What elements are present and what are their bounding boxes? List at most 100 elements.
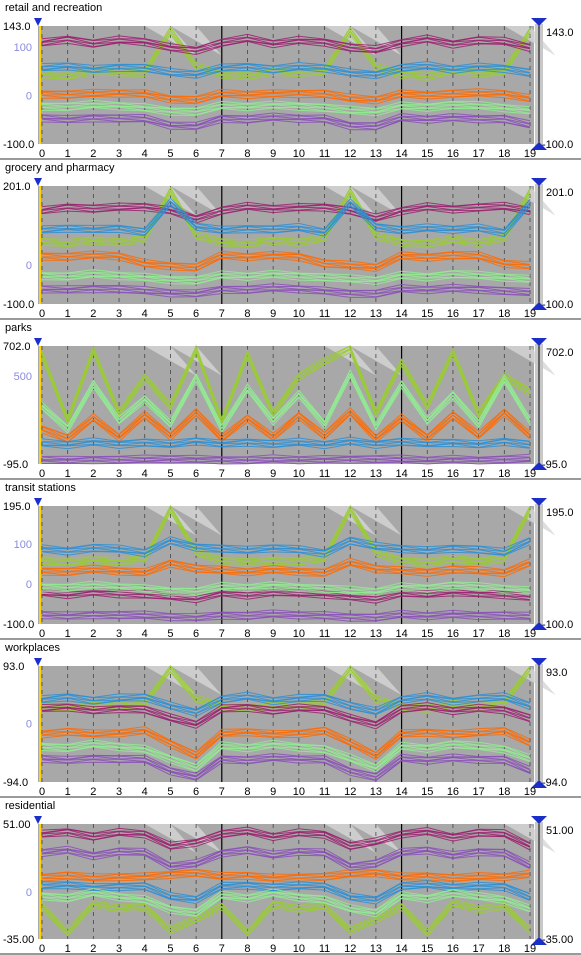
x-tick-label: 9 bbox=[270, 148, 276, 160]
x-tick-label: 7 bbox=[219, 468, 225, 480]
x-tick-label: 6 bbox=[193, 786, 199, 798]
range-top-handle bbox=[531, 498, 547, 506]
x-tick-label: 3 bbox=[116, 308, 122, 320]
x-tick-label: 1 bbox=[65, 468, 71, 480]
series-line bbox=[41, 440, 531, 447]
x-tick-label: 11 bbox=[319, 943, 330, 955]
series-line bbox=[41, 726, 531, 753]
x-tick-label: 16 bbox=[447, 786, 459, 798]
series-line bbox=[41, 438, 531, 446]
x-tick-label: 9 bbox=[270, 943, 276, 955]
x-tick-label: 3 bbox=[116, 786, 122, 798]
chart-title: transit stations bbox=[5, 482, 76, 494]
x-tick-label: 13 bbox=[370, 628, 382, 640]
x-tick-label: 0 bbox=[39, 786, 45, 798]
series-line bbox=[41, 63, 531, 76]
range-band bbox=[170, 506, 222, 536]
series-line bbox=[41, 33, 531, 48]
range-band bbox=[170, 824, 222, 853]
series-line bbox=[41, 93, 531, 104]
range-top-handle bbox=[531, 338, 547, 346]
range-band bbox=[324, 346, 376, 376]
range-max-label: 51.00 bbox=[546, 825, 574, 837]
x-tick-label: 15 bbox=[421, 786, 433, 798]
x-tick-label: 14 bbox=[395, 308, 407, 320]
series-line bbox=[41, 873, 531, 882]
x-tick-label: 19 bbox=[524, 943, 536, 955]
y-tick-label: -100.0 bbox=[3, 619, 34, 631]
range-band bbox=[170, 346, 222, 376]
x-tick-label: 1 bbox=[65, 786, 71, 798]
x-tick-label: 11 bbox=[319, 148, 330, 160]
series-line bbox=[41, 755, 531, 777]
series-line bbox=[41, 693, 531, 711]
series-line bbox=[41, 88, 531, 98]
x-tick-label: 15 bbox=[421, 308, 433, 320]
x-tick-label: 15 bbox=[421, 943, 433, 955]
series-line bbox=[41, 898, 531, 931]
range-min-label: -95.0 bbox=[542, 459, 567, 471]
chart-panel-1: grocery and pharmacy 201.0 0 -100.0 201.0 -1… bbox=[0, 160, 581, 320]
series-line bbox=[41, 200, 531, 233]
x-tick-label: 10 bbox=[293, 468, 305, 480]
x-tick-label: 17 bbox=[473, 628, 485, 640]
x-tick-label: 18 bbox=[498, 148, 510, 160]
series-line bbox=[41, 186, 531, 241]
x-tick-label: 6 bbox=[193, 468, 199, 480]
series-line bbox=[41, 283, 531, 291]
series-line bbox=[41, 745, 531, 772]
x-tick-label: 10 bbox=[293, 308, 305, 320]
x-tick-label: 8 bbox=[244, 628, 250, 640]
x-tick-label: 10 bbox=[293, 943, 305, 955]
series-line bbox=[41, 66, 531, 76]
x-tick-label: 4 bbox=[142, 468, 148, 480]
series-line bbox=[41, 106, 531, 116]
x-tick-label: 4 bbox=[142, 628, 148, 640]
y-tick-label: -100.0 bbox=[3, 139, 34, 151]
x-tick-label: 10 bbox=[293, 148, 305, 160]
x-tick-label: 13 bbox=[370, 943, 382, 955]
x-tick-label: 0 bbox=[39, 148, 45, 160]
x-tick-label: 10 bbox=[293, 628, 305, 640]
series-line bbox=[41, 269, 531, 278]
x-tick-label: 18 bbox=[498, 943, 510, 955]
x-tick-label: 5 bbox=[167, 628, 173, 640]
range-max-label: 195.0 bbox=[546, 507, 574, 519]
range-bottom-handle bbox=[531, 937, 547, 945]
x-tick-label: 7 bbox=[219, 943, 225, 955]
range-max-label: 143.0 bbox=[546, 27, 574, 39]
x-tick-label: 2 bbox=[90, 786, 96, 798]
series-line bbox=[41, 456, 531, 462]
x-tick-label: 12 bbox=[344, 943, 356, 955]
range-max-label: 702.0 bbox=[546, 347, 574, 359]
series-line bbox=[41, 746, 531, 773]
series-line bbox=[41, 201, 531, 234]
series-line bbox=[41, 257, 531, 272]
x-tick-label: 2 bbox=[90, 628, 96, 640]
x-tick-label: 7 bbox=[219, 786, 225, 798]
series-line bbox=[41, 414, 531, 444]
x-tick-label: 14 bbox=[395, 943, 407, 955]
x-tick-label: 8 bbox=[244, 943, 250, 955]
parallel-coordinates-plot[interactable]: 93.00-94.093.0-94.00 1 2 3 4 5 6 7 8 9 10 11 12 13 14 1… bbox=[0, 640, 581, 798]
top-marker bbox=[34, 498, 42, 506]
series-line bbox=[41, 879, 531, 898]
x-tick-label: 11 bbox=[319, 628, 330, 640]
series-line bbox=[41, 285, 531, 294]
chart-title: parks bbox=[5, 322, 32, 334]
x-tick-label: 2 bbox=[90, 148, 96, 160]
series-line bbox=[41, 201, 531, 217]
x-tick-label: 15 bbox=[421, 628, 433, 640]
range-band bbox=[324, 824, 376, 853]
range-band bbox=[170, 186, 222, 216]
x-tick-label: 19 bbox=[524, 148, 536, 160]
series-line bbox=[41, 752, 531, 775]
x-tick-label: 13 bbox=[370, 148, 382, 160]
range-min-label: -94.0 bbox=[542, 777, 567, 789]
y-tick-label: 100 bbox=[14, 42, 32, 54]
